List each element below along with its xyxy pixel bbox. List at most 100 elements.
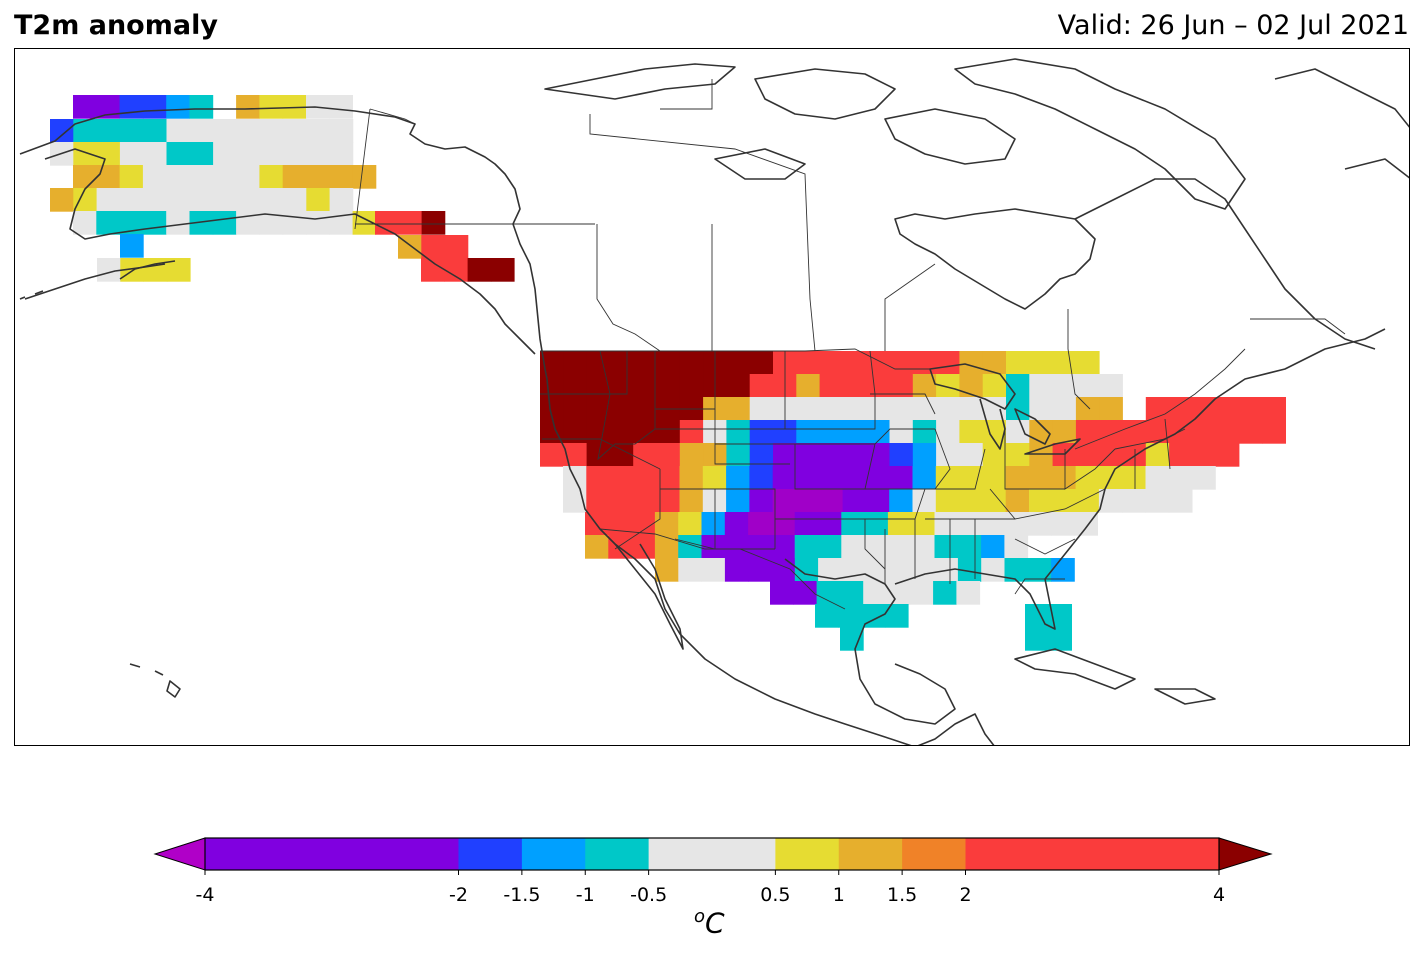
colorbar-tick-label: -0.5: [630, 884, 668, 906]
colorbar-tick-label: -4: [195, 884, 215, 906]
grid-cell: [796, 374, 820, 398]
grid-cell: [912, 351, 937, 375]
grid-cell: [236, 188, 261, 212]
colorbar-segment: [585, 838, 650, 870]
map-panel: [14, 48, 1410, 746]
grid-cell: [236, 119, 261, 143]
grid-cell: [819, 466, 843, 490]
grid-cell: [259, 119, 284, 143]
grid-cell: [631, 535, 656, 559]
grid-cell: [866, 420, 890, 444]
grid-cell: [981, 558, 1005, 582]
grid-cell: [909, 581, 934, 605]
grid-cell: [1169, 443, 1193, 467]
grid-cell: [259, 95, 284, 119]
colorbar-under-extension: [153, 837, 206, 871]
grid-cell: [633, 420, 657, 444]
grid-cell: [143, 119, 167, 143]
grid-cell: [586, 420, 611, 444]
grid-cell: [282, 165, 307, 189]
grid-cell: [912, 420, 937, 444]
grid-cell: [1098, 489, 1123, 513]
grid-cell: [841, 512, 865, 536]
grid-cell: [957, 512, 982, 536]
grid-cell: [793, 581, 817, 605]
grid-cell: [935, 466, 960, 490]
political-borders: [354, 79, 1346, 610]
grid-cell: [421, 258, 445, 282]
grid-cell: [329, 119, 354, 143]
grid-cell: [935, 489, 960, 513]
grid-cell: [1029, 397, 1053, 421]
grid-cell: [166, 188, 191, 212]
colorbar-segment: [205, 838, 459, 870]
grid-cell: [889, 351, 914, 375]
grid-cell: [329, 165, 353, 189]
grid-cell: [1048, 627, 1072, 651]
grid-cell: [889, 489, 913, 513]
grid-cell: [96, 165, 120, 189]
grid-cell: [166, 119, 191, 143]
grid-cell: [609, 420, 634, 444]
grid-cell: [73, 142, 97, 166]
grid-cell: [421, 211, 446, 235]
grid-cell: [819, 397, 844, 421]
grid-cell: [1215, 443, 1240, 467]
grid-cell: [119, 119, 144, 143]
grid-cell: [889, 420, 914, 444]
grid-cell: [609, 397, 634, 421]
grid-cell: [866, 397, 890, 421]
grid-cell: [656, 420, 681, 444]
grid-cell: [957, 535, 982, 559]
grid-cell: [679, 443, 704, 467]
grid-cell: [1052, 397, 1077, 421]
grid-cell: [959, 351, 984, 375]
grid-cell: [981, 535, 1005, 559]
grid-cell: [213, 119, 237, 143]
grid-cell: [796, 351, 820, 375]
grid-cell: [816, 581, 841, 605]
grid-cell: [656, 443, 681, 467]
grid-cell: [956, 581, 981, 605]
grid-cell: [959, 489, 983, 513]
grid-cell: [306, 188, 330, 212]
grid-cell: [959, 397, 984, 421]
grid-cell: [884, 604, 909, 628]
colorbar-segment: [775, 838, 840, 870]
grid-cell: [259, 142, 284, 166]
colorbar-tick-label: -1.5: [503, 884, 541, 906]
colorbar-segment: [965, 838, 1220, 870]
grid-cell: [329, 142, 354, 166]
grid-cell: [796, 466, 820, 490]
grid-cell: [633, 374, 657, 398]
grid-cell: [748, 535, 772, 559]
grid-cell: [143, 188, 167, 212]
grid-cell: [609, 466, 634, 490]
grid-cell: [749, 351, 774, 375]
grid-cell: [982, 397, 1007, 421]
grid-cell: [283, 188, 307, 212]
grid-cell: [839, 581, 864, 605]
grid-cell: [540, 420, 564, 444]
grid-cell: [771, 512, 796, 536]
grid-cell: [865, 466, 890, 490]
grid-cell: [842, 351, 867, 375]
grid-cell: [886, 581, 911, 605]
grid-cell: [1006, 397, 1030, 421]
grid-cell: [1192, 466, 1216, 490]
grid-cell: [1051, 512, 1075, 536]
grid-cell: [794, 535, 819, 559]
grid-cell: [1192, 420, 1217, 444]
grid-cell: [1025, 604, 1049, 628]
grid-cell: [773, 443, 797, 467]
grid-cell: [912, 489, 937, 513]
grid-cell: [912, 374, 937, 398]
grid-cell: [982, 466, 1007, 490]
grid-cell: [1145, 466, 1170, 490]
grid-cell: [490, 258, 515, 282]
grid-cell: [1145, 443, 1170, 467]
grid-cell: [912, 443, 937, 467]
grid-cell: [887, 512, 912, 536]
grid-cell: [166, 165, 190, 189]
grid-cell: [1215, 397, 1240, 421]
